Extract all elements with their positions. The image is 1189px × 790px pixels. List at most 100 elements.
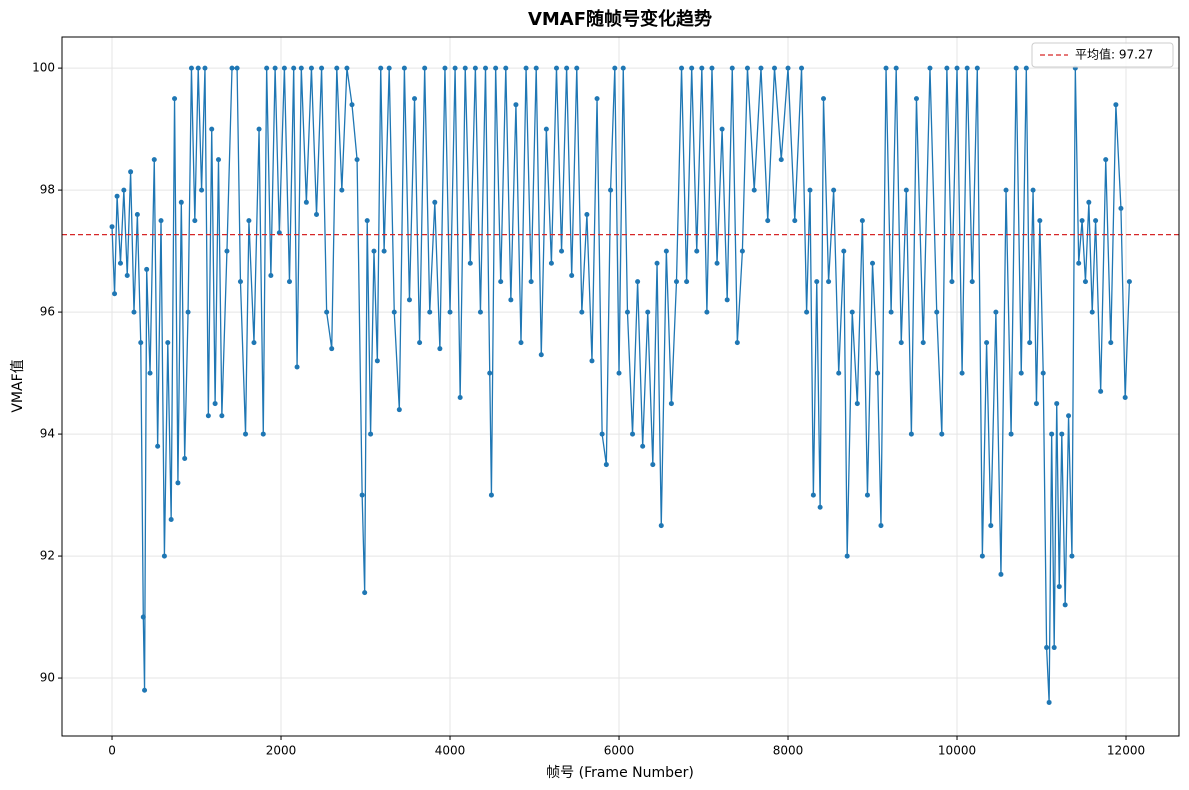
data-point xyxy=(457,394,463,400)
data-point xyxy=(260,431,266,437)
data-point xyxy=(679,65,685,71)
data-point xyxy=(964,65,970,71)
data-point xyxy=(339,187,345,193)
data-point xyxy=(998,571,1004,577)
x-tick-label: 12000 xyxy=(1107,744,1145,758)
data-point xyxy=(131,309,137,315)
data-point xyxy=(165,340,171,346)
data-point xyxy=(396,407,402,413)
data-point xyxy=(758,65,764,71)
data-point xyxy=(251,340,257,346)
data-point xyxy=(673,279,679,285)
data-point xyxy=(1069,553,1075,559)
data-point xyxy=(381,248,387,254)
y-tick-label: 96 xyxy=(40,305,55,319)
y-tick-label: 92 xyxy=(40,549,55,563)
data-point xyxy=(831,187,837,193)
data-point xyxy=(1098,388,1104,394)
x-tick-label: 10000 xyxy=(938,744,976,758)
data-point xyxy=(447,309,453,315)
data-point xyxy=(518,340,524,346)
data-point xyxy=(821,96,827,102)
data-point xyxy=(417,340,423,346)
data-point xyxy=(603,462,609,468)
data-point xyxy=(533,65,539,71)
data-point xyxy=(1046,699,1052,705)
data-point xyxy=(785,65,791,71)
data-point xyxy=(684,279,690,285)
data-point xyxy=(121,187,127,193)
data-point xyxy=(229,65,235,71)
data-point xyxy=(694,248,700,254)
data-point xyxy=(1066,413,1072,419)
data-point xyxy=(574,65,580,71)
data-point xyxy=(859,218,865,224)
data-point xyxy=(836,370,842,376)
x-tick-label: 8000 xyxy=(773,744,804,758)
data-point xyxy=(359,492,365,498)
data-point xyxy=(354,157,360,163)
data-point xyxy=(1056,584,1062,590)
data-point xyxy=(744,65,750,71)
data-point xyxy=(704,309,710,315)
data-point xyxy=(406,297,412,303)
x-tick-label: 4000 xyxy=(435,744,466,758)
data-point xyxy=(294,364,300,370)
data-point xyxy=(888,309,894,315)
data-point xyxy=(883,65,889,71)
data-point xyxy=(927,65,933,71)
data-point xyxy=(620,65,626,71)
data-point xyxy=(654,260,660,266)
data-point xyxy=(234,65,240,71)
data-point xyxy=(215,157,221,163)
data-point xyxy=(308,65,314,71)
data-point xyxy=(378,65,384,71)
data-point xyxy=(117,260,123,266)
data-point xyxy=(452,65,458,71)
data-point xyxy=(714,260,720,266)
data-point xyxy=(264,65,270,71)
data-point xyxy=(630,431,636,437)
x-tick-label: 6000 xyxy=(604,744,635,758)
data-point xyxy=(765,218,771,224)
data-point xyxy=(913,96,919,102)
data-point xyxy=(272,65,278,71)
data-point xyxy=(663,248,669,254)
data-point xyxy=(719,126,725,132)
data-point xyxy=(303,199,309,205)
data-point xyxy=(594,96,600,102)
data-point xyxy=(939,431,945,437)
data-point xyxy=(944,65,950,71)
data-point xyxy=(144,266,150,272)
data-point xyxy=(988,523,994,529)
data-point xyxy=(729,65,735,71)
data-point xyxy=(799,65,805,71)
data-point xyxy=(1008,431,1014,437)
legend-box xyxy=(1031,42,1174,68)
data-point xyxy=(804,309,810,315)
data-point xyxy=(483,65,489,71)
data-point xyxy=(298,65,304,71)
y-tick-label: 90 xyxy=(40,671,55,685)
data-point xyxy=(579,309,585,315)
data-point xyxy=(993,309,999,315)
data-point xyxy=(442,65,448,71)
x-axis-label: 帧号 (Frame Number) xyxy=(546,765,694,781)
data-point xyxy=(844,553,850,559)
data-point xyxy=(427,309,433,315)
data-point xyxy=(1076,260,1082,266)
data-point xyxy=(538,352,544,358)
data-point xyxy=(1003,187,1009,193)
data-point xyxy=(185,309,191,315)
data-point xyxy=(1079,218,1085,224)
data-point xyxy=(487,370,493,376)
data-point xyxy=(237,279,243,285)
data-point xyxy=(739,248,745,254)
data-point xyxy=(147,370,153,376)
data-point xyxy=(1059,431,1065,437)
data-point xyxy=(709,65,715,71)
data-point xyxy=(640,443,646,449)
data-point xyxy=(401,65,407,71)
data-point xyxy=(362,590,368,596)
data-point xyxy=(969,279,975,285)
